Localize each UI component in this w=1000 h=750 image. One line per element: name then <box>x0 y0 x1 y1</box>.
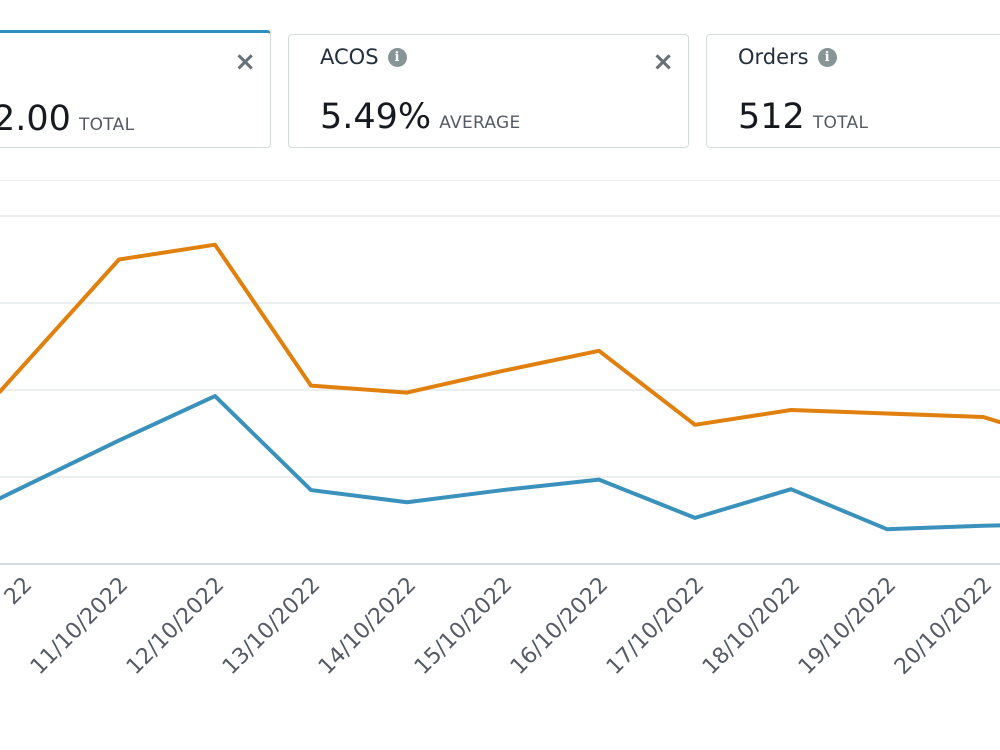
orders-unit: TOTAL <box>812 113 869 133</box>
x-tick-label: 19/10/2022 <box>794 573 901 680</box>
x-axis-ticks: 2211/10/202212/10/202213/10/202214/10/20… <box>0 573 997 680</box>
close-icon[interactable]: × <box>234 47 256 77</box>
metric-card-acos[interactable]: ACOS i 5.49% AVERAGE × <box>288 34 689 148</box>
card-title-acos: ACOS i <box>320 45 407 69</box>
x-tick-label: 16/10/2022 <box>506 573 613 680</box>
close-icon[interactable]: × <box>652 47 674 77</box>
x-tick-label: 20/10/2022 <box>890 573 997 680</box>
acos-value: 5.49% <box>320 97 432 137</box>
card-title-orders: Orders i <box>738 45 837 69</box>
acos-unit: AVERAGE <box>439 113 521 133</box>
x-tick-label: 15/10/2022 <box>410 573 517 680</box>
chart-top-divider <box>0 180 1000 181</box>
card-value-acos: 5.49% AVERAGE <box>320 97 521 137</box>
orders-title: Orders <box>738 45 809 69</box>
sales-value: 2.00 <box>0 99 71 139</box>
info-icon[interactable]: i <box>387 47 407 67</box>
card-value-orders: 512 TOTAL <box>738 97 868 137</box>
series-line-2 <box>0 394 1000 532</box>
x-tick-label: 22 <box>0 573 37 610</box>
x-tick-label: 17/10/2022 <box>602 573 709 680</box>
metric-card-orders[interactable]: Orders i 512 TOTAL <box>706 34 1000 148</box>
sales-unit: TOTAL <box>78 115 135 135</box>
acos-title: ACOS <box>320 45 379 69</box>
metric-card-sales[interactable]: 2.00 TOTAL × <box>0 30 271 148</box>
x-tick-label: 14/10/2022 <box>314 573 421 680</box>
x-tick-label: 12/10/2022 <box>122 573 229 680</box>
series-lines <box>0 242 1000 532</box>
orders-value: 512 <box>738 97 805 137</box>
x-tick-label: 18/10/2022 <box>698 573 805 680</box>
x-tick-label: 13/10/2022 <box>218 573 325 680</box>
x-tick-label: 11/10/2022 <box>26 573 133 680</box>
gridlines <box>0 215 1000 565</box>
card-value-sales: 2.00 TOTAL <box>0 99 134 139</box>
series-line-1 <box>0 242 1000 427</box>
info-icon[interactable]: i <box>817 47 837 67</box>
